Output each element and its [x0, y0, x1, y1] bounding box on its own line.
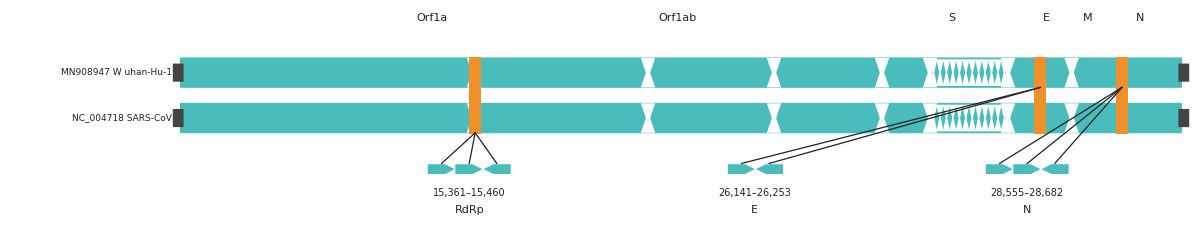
- Polygon shape: [1040, 164, 1069, 175]
- Text: RdRp: RdRp: [455, 205, 484, 215]
- Polygon shape: [988, 105, 995, 131]
- Polygon shape: [455, 164, 484, 175]
- Bar: [1034, 57, 1046, 134]
- Polygon shape: [943, 105, 950, 131]
- Polygon shape: [875, 103, 889, 133]
- Polygon shape: [955, 59, 962, 86]
- Text: 15,361–15,460: 15,361–15,460: [433, 188, 505, 198]
- Polygon shape: [976, 59, 983, 86]
- Polygon shape: [995, 105, 1002, 131]
- Polygon shape: [930, 105, 937, 131]
- Text: 28,555–28,682: 28,555–28,682: [991, 188, 1063, 198]
- Polygon shape: [995, 59, 1002, 86]
- Polygon shape: [1013, 164, 1042, 175]
- Polygon shape: [482, 164, 511, 175]
- Polygon shape: [923, 103, 937, 133]
- Text: MN908947 W uhan-Hu-1: MN908947 W uhan-Hu-1: [60, 68, 172, 77]
- Polygon shape: [949, 105, 956, 131]
- Polygon shape: [1064, 103, 1079, 133]
- Polygon shape: [767, 103, 781, 133]
- Text: E: E: [751, 205, 758, 215]
- FancyBboxPatch shape: [173, 64, 184, 82]
- Polygon shape: [930, 59, 937, 86]
- Text: 26,141–26,253: 26,141–26,253: [719, 188, 791, 198]
- Polygon shape: [982, 59, 989, 86]
- Polygon shape: [1001, 58, 1015, 87]
- Polygon shape: [943, 59, 950, 86]
- Polygon shape: [923, 58, 937, 87]
- Text: M: M: [1082, 13, 1092, 23]
- Bar: [1116, 57, 1128, 134]
- Polygon shape: [1001, 59, 1008, 86]
- Polygon shape: [949, 59, 956, 86]
- Polygon shape: [467, 103, 481, 133]
- Polygon shape: [641, 58, 655, 87]
- Polygon shape: [955, 105, 962, 131]
- FancyBboxPatch shape: [173, 109, 184, 127]
- Polygon shape: [755, 164, 784, 175]
- Polygon shape: [936, 59, 943, 86]
- Polygon shape: [1001, 105, 1008, 131]
- Polygon shape: [968, 105, 976, 131]
- Polygon shape: [962, 105, 970, 131]
- Polygon shape: [875, 58, 889, 87]
- FancyBboxPatch shape: [1178, 64, 1189, 82]
- FancyBboxPatch shape: [180, 57, 1182, 88]
- Polygon shape: [982, 105, 989, 131]
- Polygon shape: [1001, 103, 1015, 133]
- Text: Orf1a: Orf1a: [416, 13, 448, 23]
- Bar: [469, 57, 481, 134]
- Polygon shape: [767, 58, 781, 87]
- Polygon shape: [641, 103, 655, 133]
- Polygon shape: [727, 164, 756, 175]
- Text: NC_004718 SARS-CoV: NC_004718 SARS-CoV: [72, 114, 172, 123]
- Polygon shape: [962, 59, 970, 86]
- FancyBboxPatch shape: [1178, 109, 1189, 127]
- Text: E: E: [1043, 13, 1050, 23]
- Polygon shape: [1064, 58, 1079, 87]
- Polygon shape: [968, 59, 976, 86]
- Text: S: S: [948, 13, 955, 23]
- Polygon shape: [936, 105, 943, 131]
- Text: N: N: [1136, 13, 1144, 23]
- Polygon shape: [976, 105, 983, 131]
- Polygon shape: [985, 164, 1014, 175]
- FancyBboxPatch shape: [180, 103, 1182, 133]
- Polygon shape: [988, 59, 995, 86]
- Text: Orf1ab: Orf1ab: [659, 13, 697, 23]
- Polygon shape: [427, 164, 456, 175]
- Polygon shape: [467, 58, 481, 87]
- Text: N: N: [1024, 205, 1031, 215]
